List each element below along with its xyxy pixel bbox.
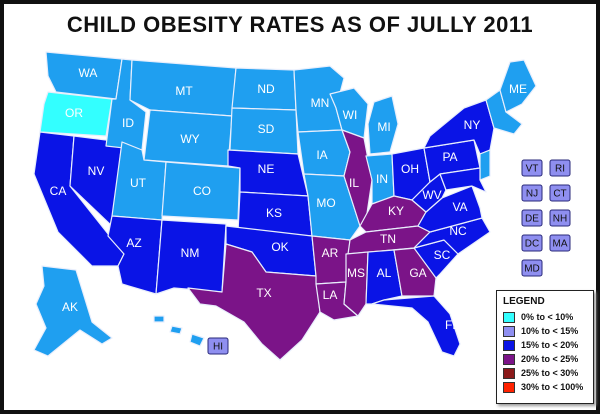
state-fl[interactable] bbox=[371, 295, 461, 357]
state-label-ga: GA bbox=[409, 266, 426, 280]
state-label-id: ID bbox=[122, 116, 134, 130]
legend-label: 25% to < 30% bbox=[521, 368, 579, 378]
state-label-wa: WA bbox=[79, 66, 98, 80]
small-state-ri-label: RI bbox=[555, 164, 565, 175]
state-label-sd: SD bbox=[258, 122, 275, 136]
state-nj[interactable] bbox=[479, 149, 491, 181]
small-state-nh-label: NH bbox=[553, 214, 567, 225]
legend-label: 15% to < 20% bbox=[521, 340, 579, 350]
state-label-ok: OK bbox=[271, 240, 288, 254]
small-state-nj-button[interactable]: NJ bbox=[521, 184, 543, 202]
small-state-de-button[interactable]: DE bbox=[521, 209, 543, 227]
legend: LEGEND 0% to < 10% 10% to < 15% 15% to < 2… bbox=[496, 290, 594, 404]
state-labels: WA OR CA NV ID MT WY UT CO AZ NM ND SD NE KS OK TX MN IA MO… bbox=[50, 66, 527, 332]
small-state-ri-button[interactable]: RI bbox=[549, 159, 571, 177]
small-state-dc-label: DC bbox=[525, 239, 539, 250]
state-label-fl: FL bbox=[445, 318, 459, 332]
legend-label: 10% to < 15% bbox=[521, 326, 579, 336]
state-me[interactable] bbox=[499, 59, 537, 113]
state-label-nm: NM bbox=[181, 246, 200, 260]
state-label-ar: AR bbox=[322, 246, 339, 260]
legend-swatch bbox=[503, 339, 515, 351]
small-state-de-label: DE bbox=[525, 214, 539, 225]
small-state-dc-button[interactable]: DC bbox=[521, 234, 543, 252]
state-label-nd: ND bbox=[257, 82, 275, 96]
state-label-mt: MT bbox=[175, 84, 193, 98]
small-state-ct-button[interactable]: CT bbox=[549, 184, 571, 202]
state-label-in: IN bbox=[376, 172, 388, 186]
state-label-ny: NY bbox=[464, 118, 481, 132]
small-state-md-button[interactable]: MD bbox=[521, 259, 543, 277]
small-state-ma-button[interactable]: MA bbox=[549, 234, 571, 252]
legend-item: 25% to < 30% bbox=[503, 366, 593, 380]
small-state-ct-label: CT bbox=[553, 189, 566, 200]
legend-swatch bbox=[503, 381, 515, 393]
state-label-sc: SC bbox=[434, 248, 451, 262]
state-va[interactable] bbox=[417, 185, 483, 233]
small-state-buttons: VT RI NJ CT DE NH DC MA MD HI bbox=[207, 159, 571, 355]
state-label-ms: MS bbox=[347, 266, 365, 280]
state-label-ks: KS bbox=[266, 206, 282, 220]
state-label-pa: PA bbox=[442, 150, 457, 164]
state-md-de[interactable] bbox=[439, 167, 487, 193]
us-map: WA OR CA NV ID MT WY UT CO AZ NM ND SD NE KS OK TX MN IA MO… bbox=[33, 51, 571, 361]
state-label-la: LA bbox=[323, 288, 338, 302]
state-label-mo: MO bbox=[316, 196, 335, 210]
legend-swatch bbox=[503, 311, 515, 323]
small-state-hi-label: HI bbox=[213, 342, 223, 353]
state-label-al: AL bbox=[377, 266, 392, 280]
state-label-oh: OH bbox=[401, 162, 419, 176]
state-label-ky: KY bbox=[388, 204, 404, 218]
legend-item: 30% to < 100% bbox=[503, 380, 593, 394]
legend-item: 20% to < 25% bbox=[503, 352, 593, 366]
small-state-nh-button[interactable]: NH bbox=[549, 209, 571, 227]
legend-label: 20% to < 25% bbox=[521, 354, 579, 364]
legend-item: 10% to < 15% bbox=[503, 324, 593, 338]
state-hi-islands[interactable] bbox=[153, 315, 205, 347]
state-label-ca: CA bbox=[50, 184, 67, 198]
state-tx[interactable] bbox=[187, 243, 321, 361]
state-label-wy: WY bbox=[180, 132, 199, 146]
legend-label: 30% to < 100% bbox=[521, 382, 584, 392]
state-label-il: IL bbox=[349, 176, 359, 190]
legend-title: LEGEND bbox=[503, 296, 545, 307]
small-state-ma-label: MA bbox=[553, 239, 568, 250]
small-state-vt-label: VT bbox=[526, 164, 539, 175]
state-label-ak: AK bbox=[62, 300, 78, 314]
state-label-ne: NE bbox=[258, 162, 275, 176]
state-label-tx: TX bbox=[256, 286, 271, 300]
state-label-az: AZ bbox=[126, 236, 141, 250]
small-state-hi-button[interactable]: HI bbox=[207, 337, 229, 355]
legend-item: 15% to < 20% bbox=[503, 338, 593, 352]
state-label-wi: WI bbox=[343, 108, 358, 122]
state-label-co: CO bbox=[193, 184, 211, 198]
state-mi[interactable] bbox=[367, 95, 399, 155]
legend-swatch bbox=[503, 353, 515, 365]
state-wa[interactable] bbox=[45, 51, 123, 100]
small-state-md-label: MD bbox=[524, 264, 540, 275]
state-label-mn: MN bbox=[311, 96, 330, 110]
legend-swatch bbox=[503, 325, 515, 337]
state-label-va: VA bbox=[452, 200, 467, 214]
state-label-or: OR bbox=[65, 106, 83, 120]
state-label-tn: TN bbox=[380, 232, 396, 246]
state-ga[interactable] bbox=[393, 247, 437, 297]
map-title: CHILD OBESITY RATES AS OF JULLY 2011 bbox=[66, 12, 534, 37]
state-label-me: ME bbox=[509, 82, 527, 96]
state-ms[interactable] bbox=[343, 251, 369, 317]
state-or[interactable] bbox=[39, 91, 113, 137]
state-label-ut: UT bbox=[130, 176, 147, 190]
small-state-vt-button[interactable]: VT bbox=[521, 159, 543, 177]
state-label-mi: MI bbox=[377, 120, 390, 134]
legend-item: 0% to < 10% bbox=[503, 310, 593, 324]
legend-swatch bbox=[503, 367, 515, 379]
state-label-wv: WV bbox=[422, 188, 441, 202]
state-label-nv: NV bbox=[88, 164, 105, 178]
state-ak[interactable] bbox=[33, 265, 113, 357]
state-label-ia: IA bbox=[316, 148, 327, 162]
small-state-nj-label: NJ bbox=[526, 189, 538, 200]
legend-label: 0% to < 10% bbox=[521, 312, 574, 322]
state-label-nc: NC bbox=[449, 224, 467, 238]
